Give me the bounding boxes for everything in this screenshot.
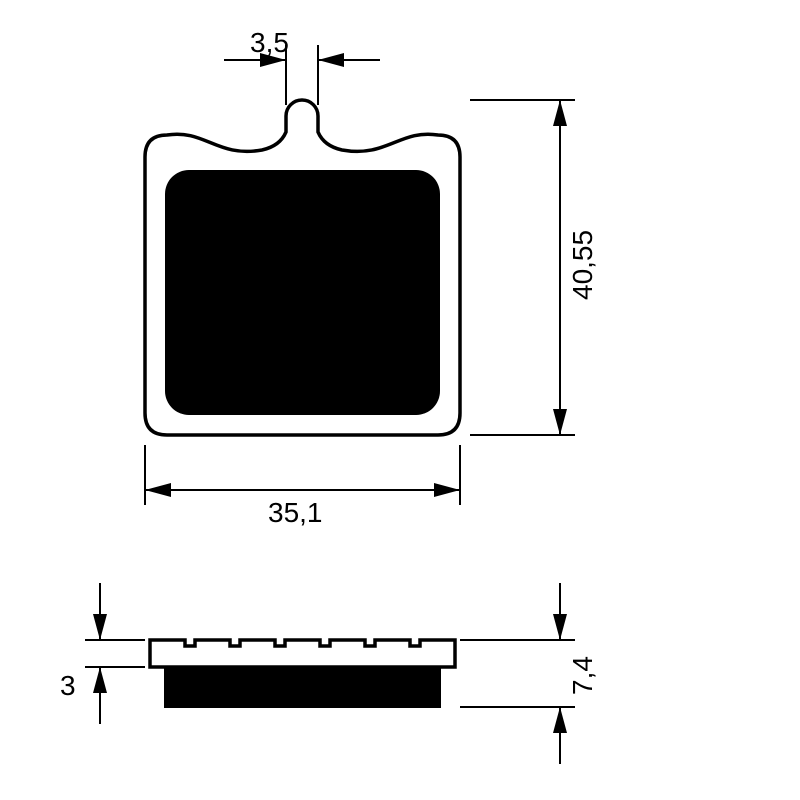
dim-arrow [553, 614, 567, 640]
dim-label: 3 [60, 670, 76, 701]
dim-arrow [553, 409, 567, 435]
dim-arrow [318, 53, 344, 67]
dim-arrow [93, 614, 107, 640]
friction-pad-side [165, 667, 440, 707]
dim-arrow [93, 667, 107, 693]
dim-label: 7,4 [567, 656, 598, 695]
dim-arrow [145, 483, 171, 497]
dim-arrow [434, 483, 460, 497]
dim-arrow [553, 707, 567, 733]
backing-plate-side [150, 640, 455, 667]
dim-label: 35,1 [268, 497, 323, 528]
friction-pad-front [165, 170, 440, 415]
dim-label: 40,55 [567, 230, 598, 300]
dim-arrow [553, 100, 567, 126]
dim-label: 3,5 [250, 27, 289, 58]
